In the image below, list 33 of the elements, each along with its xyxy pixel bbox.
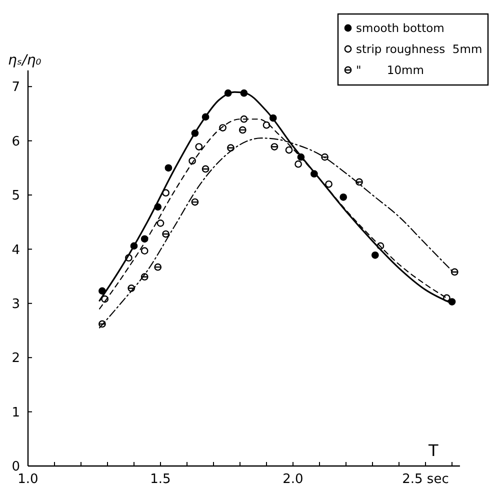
point: [340, 193, 348, 201]
y-axis-title: ηₛ/η₀: [8, 52, 42, 68]
y-tick-label: 3: [12, 296, 20, 312]
point: [270, 143, 278, 150]
point: [285, 146, 293, 154]
point: [162, 189, 170, 197]
legend-label: " 10mm: [356, 63, 424, 78]
point: [140, 247, 148, 255]
point: [371, 251, 379, 259]
legend-label: strip roughness 5mm: [356, 42, 482, 56]
y-tick-label: 4: [12, 242, 20, 258]
x-axis-title: T: [428, 441, 439, 460]
x-tick-label: 2.5 sec: [402, 472, 449, 487]
point: [202, 165, 210, 173]
point: [191, 198, 199, 206]
point: [164, 164, 172, 172]
y-tick-label: 5: [12, 188, 20, 204]
point: [156, 220, 164, 227]
x-tick-label: 1.5: [150, 472, 171, 487]
point: [294, 160, 302, 168]
point: [238, 126, 246, 134]
point: [154, 263, 162, 271]
y-tick-label: 2: [12, 351, 20, 366]
y-tick-label: 6: [12, 134, 20, 150]
point: [325, 180, 332, 188]
y-tick-label: 7: [12, 80, 20, 96]
y-tick-label: 1: [12, 405, 20, 420]
x-tick-label: 1.0: [18, 472, 38, 487]
x-tick-label: 2.0: [282, 472, 304, 487]
y-tick-label: 0: [12, 460, 20, 475]
point: [262, 121, 270, 129]
legend-label: smooth bottom: [356, 21, 444, 36]
point: [195, 143, 203, 150]
